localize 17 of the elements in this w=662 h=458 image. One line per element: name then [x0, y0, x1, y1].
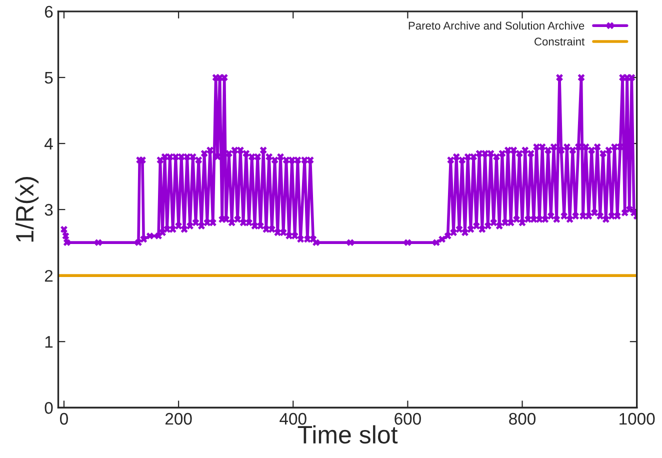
x-tick-label: 400 — [280, 412, 306, 425]
legend-label: Pareto Archive and Solution Archive — [408, 21, 584, 30]
x-tick-label: 200 — [165, 412, 192, 425]
y-tick-label: 6 — [44, 6, 53, 18]
x-tick-label: 600 — [394, 412, 421, 425]
y-tick-label: 3 — [44, 204, 53, 216]
y-tick-label: 0 — [44, 402, 53, 414]
y-tick-label: 1 — [45, 336, 53, 348]
x-tick-label: 800 — [509, 412, 536, 425]
y-tick-label: 2 — [44, 270, 53, 282]
x-tick-label: 1000 — [620, 412, 655, 425]
y-tick-label: 5 — [44, 72, 53, 84]
x-tick-label: 0 — [60, 412, 68, 425]
y-tick-label: 4 — [44, 138, 53, 150]
x-axis-title: Time slot — [298, 425, 398, 444]
y-axis-title: 1/R(x) — [15, 177, 39, 242]
legend-label: Constraint — [534, 37, 585, 46]
